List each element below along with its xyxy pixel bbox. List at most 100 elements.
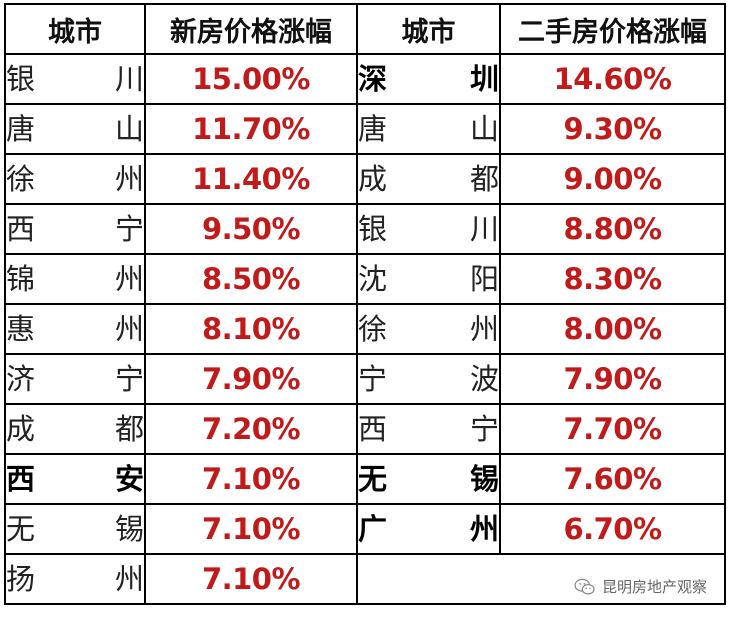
second-home-growth-cell: 9.00%	[499, 153, 726, 205]
city-char-first: 徐	[358, 311, 388, 346]
second-home-city-cell: 徐州	[356, 303, 501, 355]
city-char-second: 阳	[469, 261, 499, 296]
header-new-home-growth: 新房价格涨幅	[144, 3, 358, 55]
new-home-city-cell: 唐山	[4, 103, 146, 155]
city-char-second: 州	[114, 311, 144, 346]
city-char-second: 锡	[469, 461, 499, 496]
city-char-first: 广	[358, 511, 388, 546]
second-home-city-cell: 成都	[356, 153, 501, 205]
city-char-first: 锦	[6, 261, 36, 296]
new-home-growth-cell: 7.90%	[144, 353, 358, 405]
new-home-city-cell: 西宁	[4, 203, 146, 255]
city-char-second: 州	[114, 561, 144, 596]
new-home-city-cell: 徐州	[4, 153, 146, 205]
new-home-city-cell: 西安	[4, 453, 146, 505]
city-char-first: 唐	[6, 111, 36, 146]
city-char-second: 州	[469, 311, 499, 346]
new-home-growth-cell: 11.40%	[144, 153, 358, 205]
city-char-first: 扬	[6, 561, 36, 596]
second-home-growth-cell: 8.00%	[499, 303, 726, 355]
new-home-city-cell: 锦州	[4, 253, 146, 305]
second-home-city-cell: 深圳	[356, 53, 501, 105]
city-char-first: 宁	[358, 361, 388, 396]
city-char-first: 西	[6, 461, 36, 496]
city-char-second: 圳	[469, 61, 499, 96]
table-row: 西宁 9.50% 银川 8.80%	[4, 203, 726, 255]
new-home-city-cell: 惠州	[4, 303, 146, 355]
city-char-first: 济	[6, 361, 36, 396]
city-char-second: 波	[469, 361, 499, 396]
new-home-growth-cell: 7.10%	[144, 553, 358, 605]
header-row: 城市 新房价格涨幅 城市 二手房价格涨幅	[4, 3, 726, 55]
new-home-growth-cell: 7.20%	[144, 403, 358, 455]
city-char-first: 无	[358, 461, 388, 496]
price-growth-table: 城市 新房价格涨幅 城市 二手房价格涨幅 银川 15.00% 深圳 14.60% 唐山 1…	[4, 3, 726, 605]
city-char-second: 宁	[114, 361, 144, 396]
table-row: 锦州 8.50% 沈阳 8.30%	[4, 253, 726, 305]
city-char-second: 宁	[114, 211, 144, 246]
new-home-city-cell: 银川	[4, 53, 146, 105]
wechat-icon	[574, 578, 595, 595]
second-home-city-cell: 无锡	[356, 453, 501, 505]
second-home-city-cell: 宁波	[356, 353, 501, 405]
city-char-first: 银	[6, 61, 36, 96]
new-home-city-cell: 成都	[4, 403, 146, 455]
new-home-growth-cell: 7.10%	[144, 453, 358, 505]
city-char-first: 成	[6, 411, 36, 446]
table-row: 唐山 11.70% 唐山 9.30%	[4, 103, 726, 155]
header-second-home-growth: 二手房价格涨幅	[499, 3, 726, 55]
city-char-second: 安	[114, 461, 144, 496]
city-char-first: 西	[358, 411, 388, 446]
table-row: 成都 7.20% 西宁 7.70%	[4, 403, 726, 455]
new-home-growth-cell: 15.00%	[144, 53, 358, 105]
new-home-growth-cell: 9.50%	[144, 203, 358, 255]
city-char-first: 惠	[6, 311, 36, 346]
city-char-first: 无	[6, 511, 36, 546]
new-home-growth-cell: 8.50%	[144, 253, 358, 305]
table-row: 无锡 7.10% 广州 6.70%	[4, 503, 726, 555]
second-home-growth-cell: 8.80%	[499, 203, 726, 255]
table-row: 扬州 7.10%	[4, 553, 726, 605]
city-char-first: 成	[358, 161, 388, 196]
new-home-city-cell: 扬州	[4, 553, 146, 605]
new-home-city-cell: 济宁	[4, 353, 146, 405]
city-char-second: 川	[469, 211, 499, 246]
city-char-first: 深	[358, 61, 388, 96]
city-char-second: 锡	[114, 511, 144, 546]
city-char-second: 山	[114, 111, 144, 146]
second-home-growth-cell: 8.30%	[499, 253, 726, 305]
second-home-city-cell: 唐山	[356, 103, 501, 155]
second-home-growth-cell: 6.70%	[499, 503, 726, 555]
second-home-city-cell: 银川	[356, 203, 501, 255]
header-city-right: 城市	[356, 3, 501, 55]
empty-cell	[356, 553, 726, 605]
watermark: 昆明房地产观察	[574, 576, 707, 597]
second-home-city-cell: 西宁	[356, 403, 501, 455]
second-home-city-cell: 广州	[356, 503, 501, 555]
second-home-growth-cell: 7.60%	[499, 453, 726, 505]
watermark-text: 昆明房地产观察	[601, 578, 707, 596]
second-home-growth-cell: 14.60%	[499, 53, 726, 105]
table-row: 徐州 11.40% 成都 9.00%	[4, 153, 726, 205]
second-home-growth-cell: 9.30%	[499, 103, 726, 155]
city-char-second: 山	[469, 111, 499, 146]
city-char-first: 唐	[358, 111, 388, 146]
city-char-second: 都	[114, 411, 144, 446]
table-row: 西安 7.10% 无锡 7.60%	[4, 453, 726, 505]
new-home-growth-cell: 7.10%	[144, 503, 358, 555]
table-row: 银川 15.00% 深圳 14.60%	[4, 53, 726, 105]
city-char-second: 州	[114, 261, 144, 296]
table-row: 济宁 7.90% 宁波 7.90%	[4, 353, 726, 405]
new-home-city-cell: 无锡	[4, 503, 146, 555]
header-city-left: 城市	[4, 3, 146, 55]
second-home-city-cell: 沈阳	[356, 253, 501, 305]
new-home-growth-cell: 8.10%	[144, 303, 358, 355]
city-char-first: 沈	[358, 261, 388, 296]
new-home-growth-cell: 11.70%	[144, 103, 358, 155]
city-char-second: 宁	[469, 411, 499, 446]
second-home-growth-cell: 7.90%	[499, 353, 726, 405]
city-char-second: 州	[469, 511, 499, 546]
city-char-second: 都	[469, 161, 499, 196]
city-char-second: 州	[114, 161, 144, 196]
city-char-first: 西	[6, 211, 36, 246]
